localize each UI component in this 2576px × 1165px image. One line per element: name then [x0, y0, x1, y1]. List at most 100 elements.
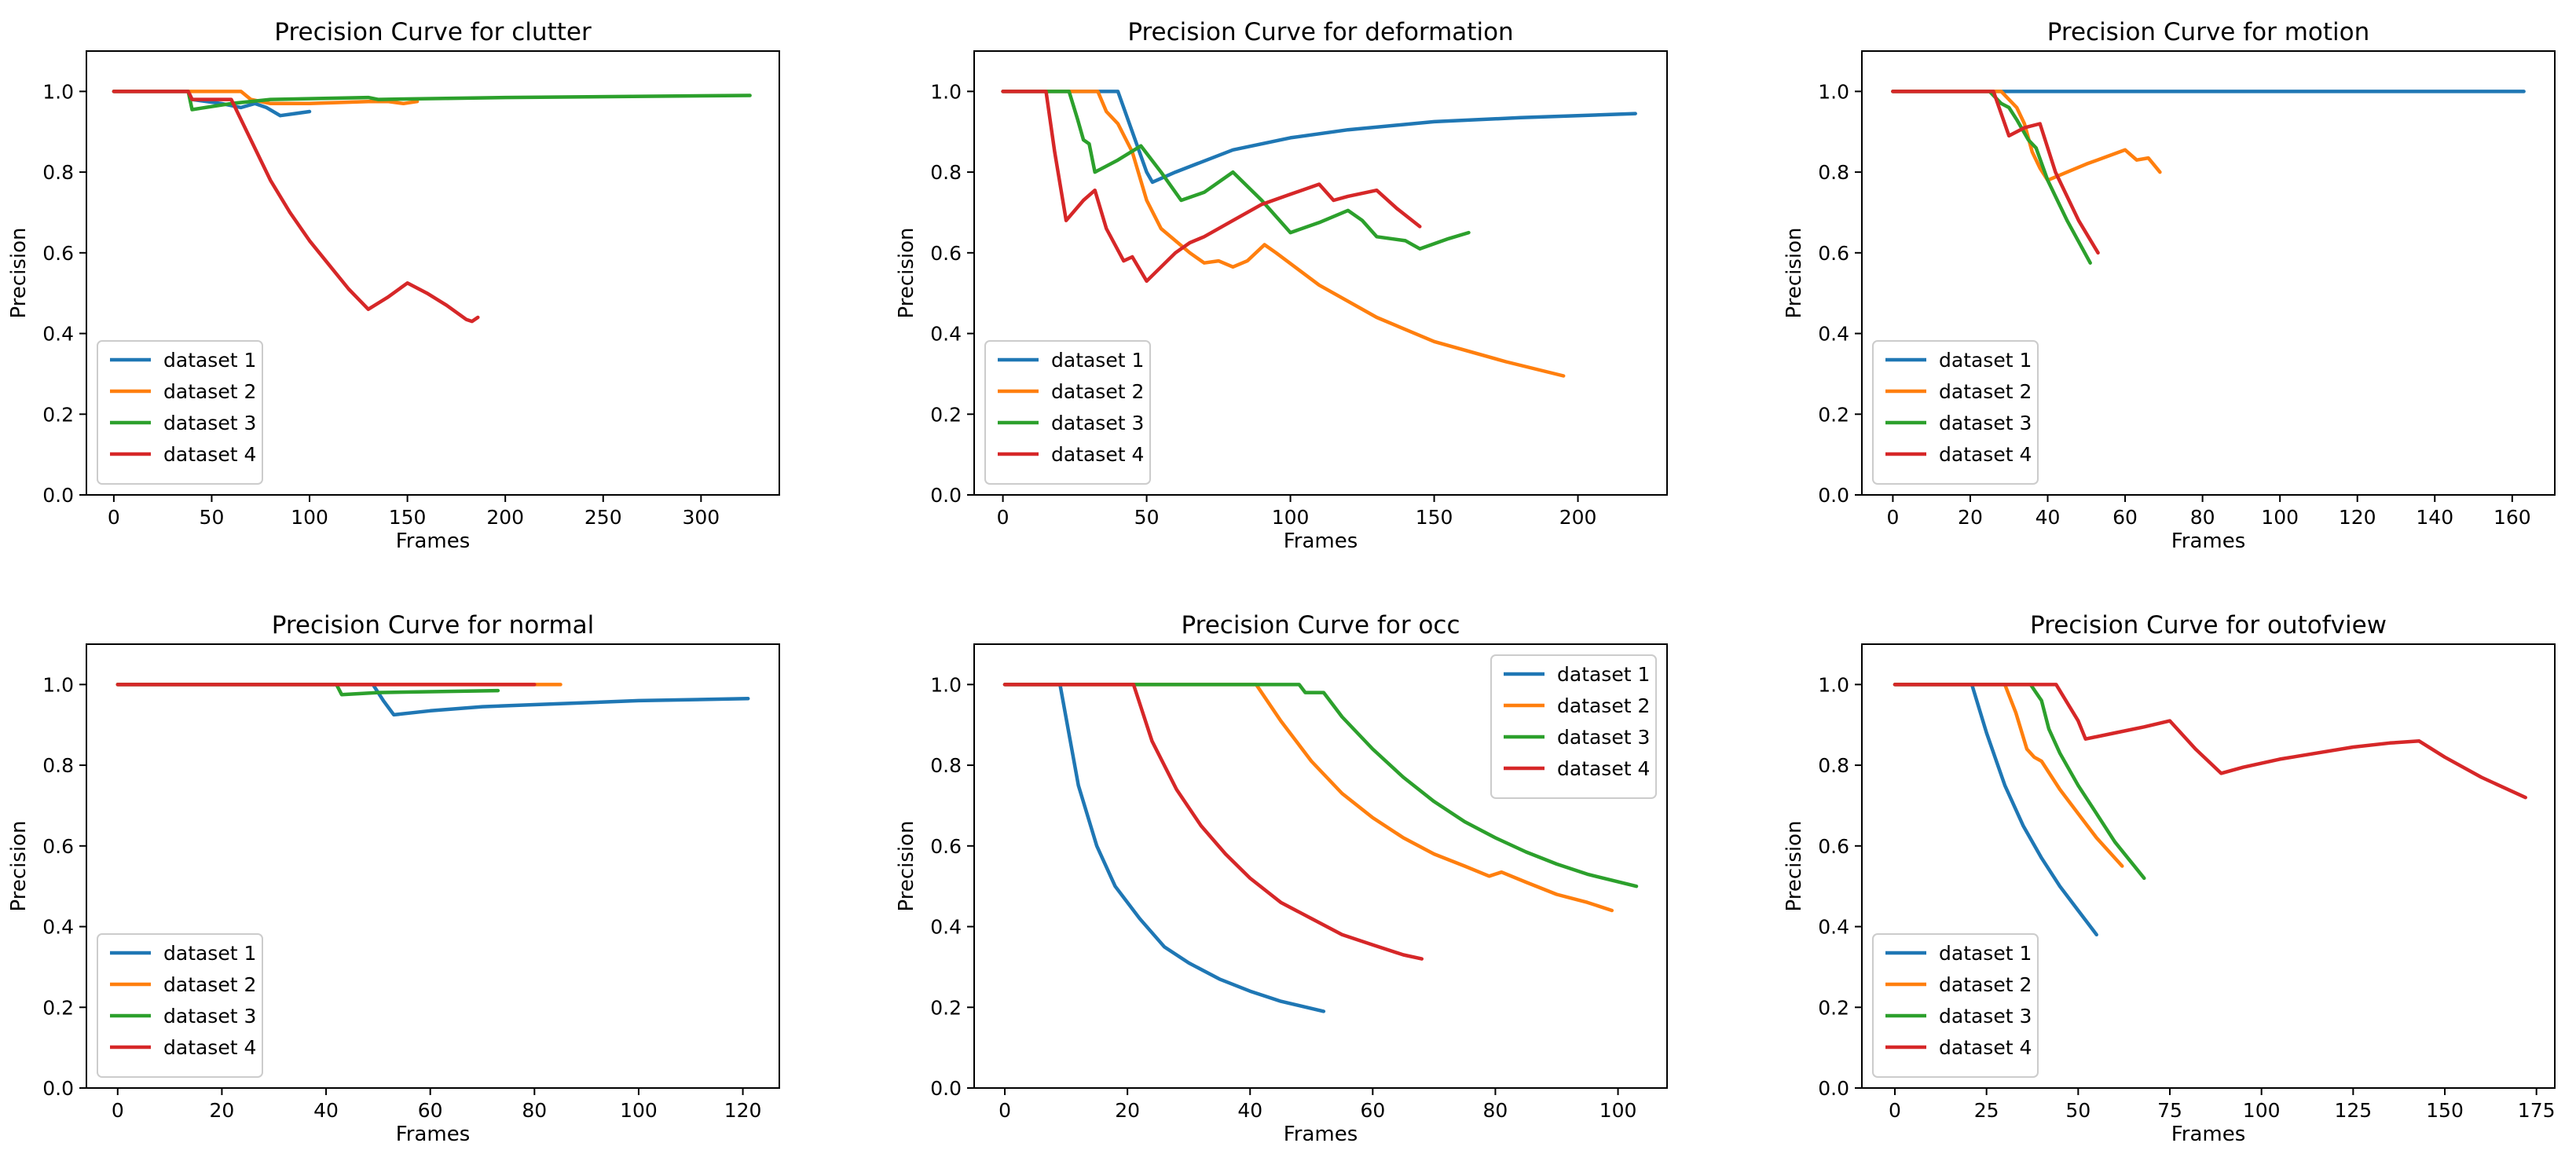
series-line-dataset-1 — [1893, 683, 2098, 937]
x-tick-label: 200 — [1559, 506, 1597, 529]
plot-area-frame — [1861, 50, 2556, 496]
chart-panel-3: Precision Curve for motion 0 20 40 60 80 100 12… — [1783, 18, 2556, 553]
x-tick-label: 20 — [1115, 1099, 1140, 1122]
y-tick-label: 0.4 — [42, 916, 74, 939]
y-tick-label: 0.0 — [1818, 484, 1849, 507]
legend-label-dataset-4: dataset 4 — [1051, 443, 1144, 466]
legend-label-dataset-3: dataset 3 — [1939, 1005, 2032, 1028]
legend: dataset 1 dataset 2 dataset 3 dataset 4 — [97, 933, 263, 1078]
legend-label-dataset-1: dataset 1 — [163, 942, 256, 965]
x-tick-label: 40 — [313, 1099, 339, 1122]
x-tick-label: 60 — [1360, 1099, 1385, 1122]
series-line-dataset-1 — [1002, 683, 1326, 1013]
series-line-dataset-2 — [1893, 683, 2124, 868]
legend: dataset 1 dataset 2 dataset 3 dataset 4 — [1490, 654, 1657, 799]
x-tick-label: 80 — [1483, 1099, 1508, 1122]
legend-label-dataset-2: dataset 2 — [1939, 973, 2032, 996]
x-tick-label: 60 — [2112, 506, 2138, 529]
legend-box — [1872, 340, 2039, 485]
y-tick-label: 1.0 — [930, 673, 962, 696]
y-tick-label: 0.6 — [1818, 242, 1849, 265]
y-tick-label: 1.0 — [930, 80, 962, 103]
y-tick-label: 0.2 — [1818, 403, 1849, 426]
y-tick-label: 0.4 — [1818, 323, 1849, 346]
x-tick-label: 160 — [2494, 506, 2531, 529]
y-tick-label: 0.2 — [42, 996, 74, 1019]
y-tick-label: 0.0 — [42, 1077, 74, 1100]
y-tick-label: 0.4 — [930, 916, 962, 939]
legend-label-dataset-3: dataset 3 — [1557, 726, 1650, 749]
legend-label-dataset-1: dataset 1 — [163, 349, 256, 372]
x-tick-label: 0 — [999, 1099, 1011, 1122]
x-tick-label: 250 — [584, 506, 622, 529]
series-line-dataset-3 — [1893, 683, 2146, 881]
legend-label-dataset-4: dataset 4 — [163, 1036, 256, 1059]
y-tick-label: 0.4 — [930, 323, 962, 346]
x-tick-label: 100 — [1599, 1099, 1637, 1122]
y-tick-label: 0.0 — [930, 1077, 962, 1100]
legend-label-dataset-2: dataset 2 — [163, 973, 256, 996]
x-axis-label: Frames — [2171, 1123, 2246, 1146]
y-tick-label: 0.8 — [1818, 161, 1849, 184]
legend: dataset 1 dataset 2 dataset 3 dataset 4 — [97, 340, 263, 485]
x-tick-label: 20 — [1958, 506, 1983, 529]
x-tick-label: 100 — [291, 506, 328, 529]
y-tick-label: 0.6 — [1818, 835, 1849, 858]
x-tick-label: 140 — [2416, 506, 2453, 529]
x-tick-label: 25 — [1974, 1099, 1999, 1122]
x-tick-label: 120 — [724, 1099, 762, 1122]
x-tick-label: 100 — [620, 1099, 658, 1122]
legend-label-dataset-4: dataset 4 — [163, 443, 256, 466]
legend: dataset 1 dataset 2 dataset 3 dataset 4 — [984, 340, 1151, 485]
legend-label-dataset-3: dataset 3 — [163, 1005, 256, 1028]
y-tick-label: 0.8 — [930, 754, 962, 777]
legend-label-dataset-2: dataset 2 — [1939, 380, 2032, 403]
x-tick-label: 100 — [1272, 506, 1310, 529]
x-tick-label: 100 — [2243, 1099, 2281, 1122]
chart-title: Precision Curve for outofview — [2030, 611, 2387, 639]
legend-label-dataset-1: dataset 1 — [1939, 349, 2032, 372]
series-line-dataset-4 — [1893, 683, 2527, 800]
chart-title: Precision Curve for normal — [272, 611, 595, 639]
y-axis-label: Precision — [895, 227, 918, 318]
series-line-dataset-1 — [1001, 90, 1637, 185]
y-tick-label: 1.0 — [42, 673, 74, 696]
chart-title: Precision Curve for occ — [1181, 611, 1460, 639]
x-tick-label: 0 — [997, 506, 1010, 529]
x-tick-label: 0 — [1886, 506, 1899, 529]
x-tick-label: 0 — [108, 506, 120, 529]
legend-box — [97, 340, 263, 485]
chart-panel-6: Precision Curve for outofview 0 25 50 75 100 1… — [1783, 611, 2556, 1146]
legend-box — [1490, 654, 1657, 799]
x-tick-label: 50 — [1134, 506, 1160, 529]
y-tick-label: 0.4 — [1818, 916, 1849, 939]
series-line-dataset-3 — [1891, 90, 2092, 265]
chart-panel-5: Precision Curve for occ 0 20 40 60 80 100 0.0 0.… — [895, 611, 1668, 1146]
y-tick-label: 0.2 — [930, 996, 962, 1019]
x-tick-label: 40 — [2036, 506, 2061, 529]
x-tick-label: 80 — [2190, 506, 2215, 529]
legend-box — [1872, 933, 2039, 1078]
y-tick-label: 0.8 — [42, 754, 74, 777]
legend-label-dataset-2: dataset 2 — [163, 380, 256, 403]
series-line-dataset-4 — [1001, 90, 1422, 284]
x-axis-label: Frames — [396, 529, 471, 553]
legend-label-dataset-4: dataset 4 — [1939, 443, 2032, 466]
plot-area-frame — [86, 643, 780, 1089]
x-tick-label: 150 — [1416, 506, 1453, 529]
y-tick-label: 0.0 — [1818, 1077, 1849, 1100]
y-axis-label: Precision — [7, 820, 31, 911]
chart-title: Precision Curve for clutter — [274, 18, 592, 46]
series-line-dataset-3 — [1001, 90, 1471, 251]
y-tick-label: 0.8 — [1818, 754, 1849, 777]
y-axis-label: Precision — [1783, 227, 1806, 318]
x-axis-label: Frames — [1284, 1123, 1358, 1146]
x-tick-label: 300 — [682, 506, 720, 529]
x-tick-label: 60 — [418, 1099, 443, 1122]
series-line-dataset-4 — [112, 90, 480, 324]
legend-box — [984, 340, 1151, 485]
y-tick-label: 1.0 — [1818, 80, 1849, 103]
legend-label-dataset-4: dataset 4 — [1939, 1036, 2032, 1059]
y-tick-label: 0.8 — [930, 161, 962, 184]
y-tick-label: 0.6 — [930, 242, 962, 265]
